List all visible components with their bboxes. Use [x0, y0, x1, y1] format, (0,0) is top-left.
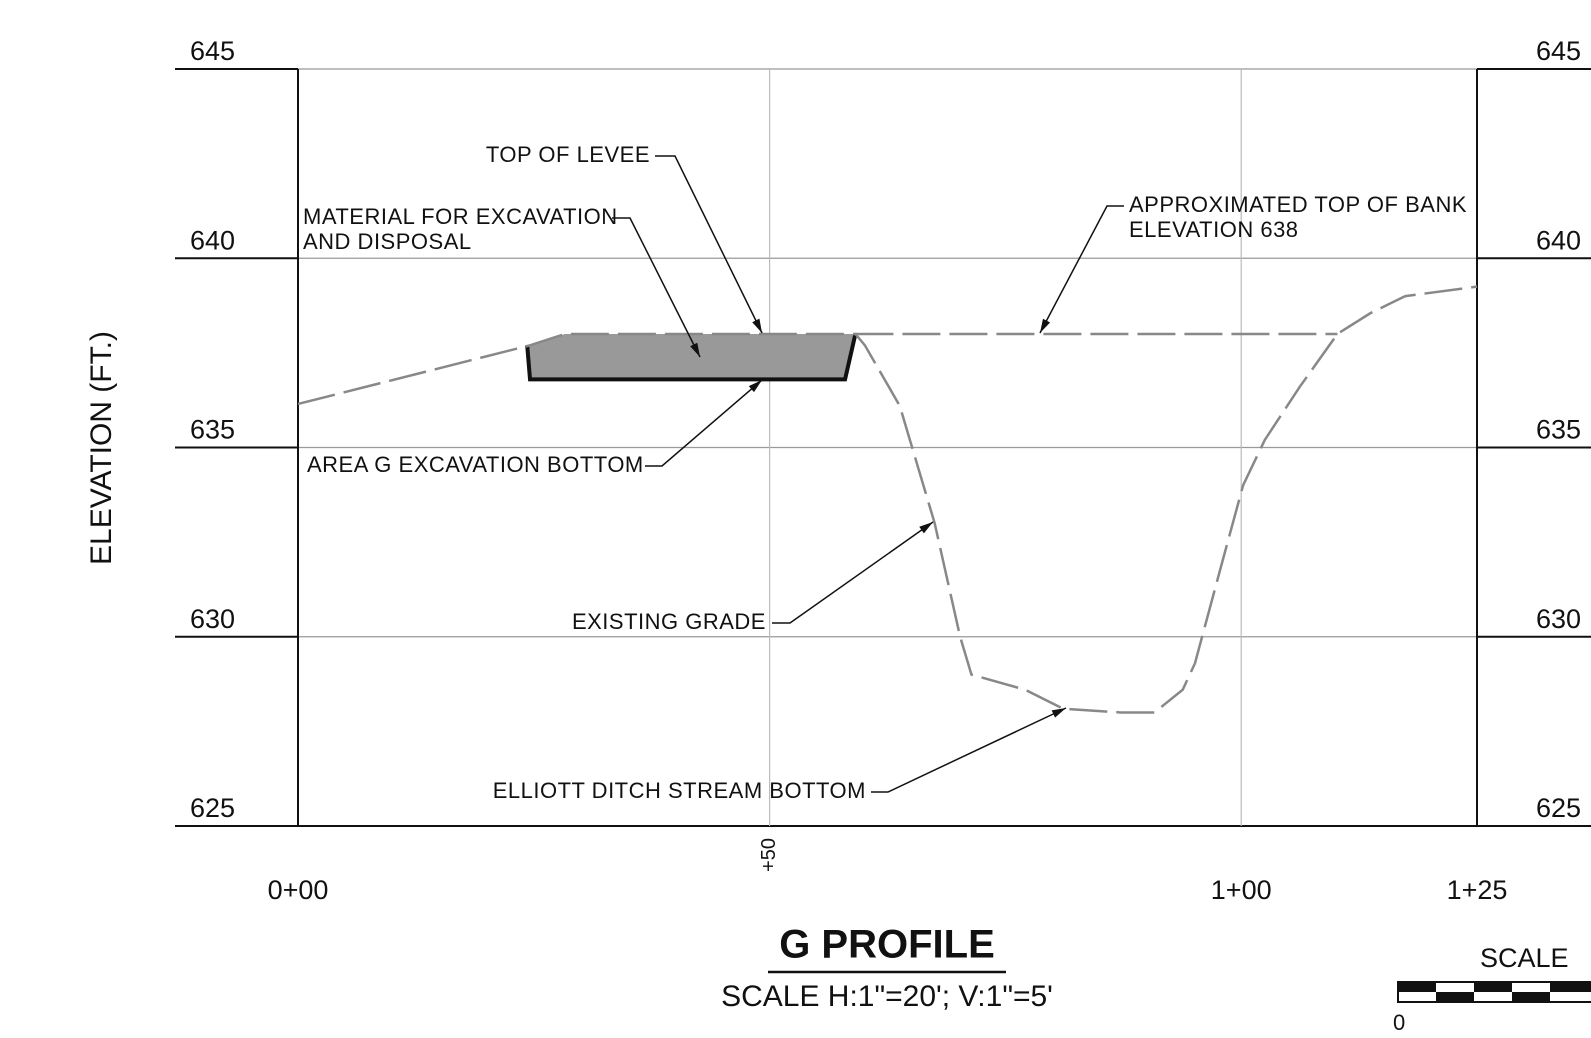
y-tick-label: 625: [190, 793, 235, 823]
annotation: AREA G EXCAVATION BOTTOM: [307, 452, 644, 477]
x-tick-label: 1+00: [1211, 875, 1272, 905]
leader-arrow: [752, 318, 762, 333]
y-tick-label: 640: [190, 225, 235, 255]
leader-arrow: [919, 522, 933, 534]
excavation-area: [527, 333, 856, 380]
y-tick-label: 635: [190, 415, 235, 445]
leader-arrow: [748, 380, 762, 393]
leader-arrow: [690, 342, 700, 357]
x-tick-label: +50: [758, 838, 780, 872]
leader-arrow: [1051, 708, 1066, 718]
leader-arrow: [1040, 318, 1051, 333]
annotation: APPROXIMATED TOP OF BANK: [1129, 192, 1467, 217]
leader-line: [645, 379, 763, 467]
annotation: MATERIAL FOR EXCAVATION: [303, 204, 618, 229]
x-tick-label: 1+25: [1447, 875, 1508, 905]
y-tick-label: 630: [190, 604, 235, 634]
leader-line: [772, 521, 934, 624]
scale-bar-label: SCALE: [1480, 943, 1569, 973]
annotation: AND DISPOSAL: [303, 229, 472, 254]
annotation: TOP OF LEVEE: [486, 142, 650, 167]
title: G PROFILE: [779, 923, 995, 967]
y-tick-label: 645: [1536, 36, 1581, 66]
annotation: ELLIOTT DITCH STREAM BOTTOM: [493, 778, 866, 803]
y-tick-label: 635: [1536, 415, 1581, 445]
profile-line: [297, 285, 1478, 714]
leader-line: [655, 155, 763, 334]
leader-line: [612, 217, 701, 358]
subtitle: SCALE H:1"=20'; V:1"=5': [721, 980, 1053, 1013]
leader-line: [871, 707, 1067, 793]
x-tick-label: 0+00: [268, 875, 329, 905]
y-tick-label: 645: [190, 36, 235, 66]
y-tick-label: 630: [1536, 604, 1581, 634]
excavation-bottom: [525, 333, 858, 382]
y-tick-label: 640: [1536, 225, 1581, 255]
scale-bar: [1397, 981, 1591, 1003]
annotation: ELEVATION 638: [1129, 217, 1299, 242]
y-tick-label: 625: [1536, 793, 1581, 823]
y-axis-label: ELEVATION (FT.): [85, 331, 118, 565]
scale-bar-start: 0: [1393, 1010, 1405, 1035]
annotation: EXISTING GRADE: [572, 609, 766, 634]
leader-line: [1039, 205, 1124, 334]
